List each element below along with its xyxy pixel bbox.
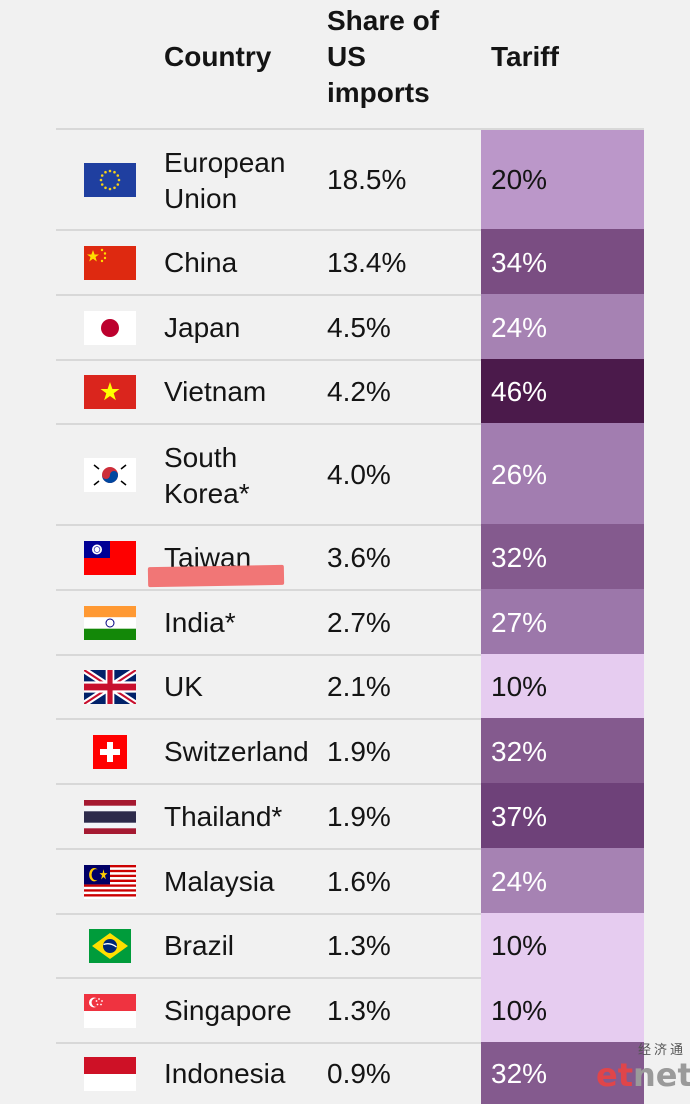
- country-name: Singapore: [164, 994, 292, 1026]
- share-of-us-imports: 1.3%: [327, 994, 391, 1026]
- header-country: Country: [164, 41, 272, 72]
- table-row: Indonesia 0.9% 32%: [56, 1042, 644, 1104]
- tariff-cell: 20%: [481, 130, 644, 229]
- malaysia-flag-icon: [84, 864, 136, 899]
- tariff-value: 20%: [491, 163, 548, 195]
- country-name: Brazil: [164, 930, 235, 961]
- tariff-cell: 24%: [481, 848, 644, 913]
- table-row: China 13.4% 34%: [56, 229, 644, 294]
- table-row: Japan 4.5% 24%: [56, 294, 644, 359]
- table-row: Thailand* 1.9% 37%: [56, 783, 644, 848]
- table-row: UK 2.1% 10%: [56, 654, 644, 718]
- tariff-cell: 24%: [481, 294, 644, 359]
- country-name: Vietnam: [164, 376, 267, 407]
- share-of-us-imports: 13.4%: [327, 246, 407, 278]
- share-of-us-imports: 3.6%: [327, 541, 391, 573]
- share-of-us-imports: 18.5%: [327, 163, 407, 195]
- country-name: European Union: [164, 146, 286, 214]
- country-name: UK: [164, 671, 203, 702]
- share-of-us-imports: 1.9%: [327, 735, 391, 767]
- table-row: Singapore 1.3% 10%: [56, 977, 644, 1042]
- header-share-of-us-imports: Share of US imports: [327, 5, 440, 108]
- tariff-table: European Union 18.5% 20% China 13.4% 34% Japan…: [56, 128, 644, 1104]
- red-highlight-stroke: [147, 564, 285, 588]
- tariff-value: 34%: [491, 246, 548, 278]
- tariff-cell: 26%: [481, 423, 644, 524]
- vietnam-flag-icon: [84, 375, 136, 409]
- country-name: China: [164, 246, 238, 278]
- south-korea-flag-icon: [84, 457, 136, 492]
- india-flag-icon: [84, 605, 136, 640]
- tariff-value: 10%: [491, 994, 548, 1026]
- table-row: Taiwan 3.6% 32%: [56, 524, 644, 589]
- switzerland-flag-icon: [84, 734, 136, 769]
- tariff-cell: 27%: [481, 589, 644, 654]
- country-name: Malaysia: [164, 865, 275, 897]
- tariff-value: 10%: [491, 930, 548, 961]
- tariff-value: 24%: [491, 311, 548, 343]
- tariff-value: 10%: [491, 671, 548, 702]
- indonesia-flag-icon: [84, 1057, 136, 1091]
- japan-flag-icon: [84, 310, 136, 345]
- country-name: Switzerland: [164, 735, 309, 767]
- tariff-value: 32%: [491, 735, 548, 767]
- watermark-chinese: 经济通: [637, 1043, 686, 1058]
- singapore-flag-icon: [84, 993, 136, 1028]
- table-row: Vietnam 4.2% 46%: [56, 359, 644, 423]
- tariff-value: 32%: [491, 1058, 548, 1089]
- tariff-cell: 32%: [481, 524, 644, 589]
- country-name: South Korea*: [164, 441, 250, 509]
- tariff-value: 37%: [491, 800, 548, 832]
- header-tariff: Tariff: [491, 41, 559, 72]
- share-of-us-imports: 2.1%: [327, 671, 391, 702]
- table-row: South Korea* 4.0% 26%: [56, 423, 644, 524]
- share-of-us-imports: 4.0%: [327, 458, 391, 490]
- tariff-cell: 32%: [481, 718, 644, 783]
- share-of-us-imports: 1.6%: [327, 865, 391, 897]
- country-name: Thailand*: [164, 800, 283, 832]
- table-header: Country Share of US imports Tariff: [0, 0, 690, 128]
- tariff-cell: 10%: [481, 654, 644, 718]
- eu-flag-icon: [84, 162, 136, 197]
- tariff-value: 46%: [491, 376, 548, 407]
- share-of-us-imports: 1.3%: [327, 930, 391, 961]
- table-row: India* 2.7% 27%: [56, 589, 644, 654]
- watermark-net: net: [633, 1056, 690, 1094]
- country-name: India*: [164, 606, 236, 638]
- country-name: Japan: [164, 311, 241, 343]
- table-row: Brazil 1.3% 10%: [56, 913, 644, 977]
- taiwan-flag-icon: [84, 540, 136, 575]
- tariff-value: 24%: [491, 865, 548, 897]
- table-row: European Union 18.5% 20%: [56, 128, 644, 229]
- etnet-watermark: 经济通 etnet: [596, 1043, 690, 1094]
- tariff-cell: 10%: [481, 977, 644, 1042]
- share-of-us-imports: 2.7%: [327, 606, 391, 638]
- table-row: Malaysia 1.6% 24%: [56, 848, 644, 913]
- china-flag-icon: [84, 245, 136, 280]
- tariff-cell: 32%: [481, 1042, 644, 1104]
- tariff-value: 27%: [491, 606, 548, 638]
- tariff-value: 32%: [491, 541, 548, 573]
- share-of-us-imports: 4.2%: [327, 376, 391, 407]
- watermark-et: et: [596, 1056, 633, 1094]
- country-name: Indonesia: [164, 1058, 286, 1089]
- share-of-us-imports: 0.9%: [327, 1058, 391, 1089]
- tariff-cell: 10%: [481, 913, 644, 977]
- tariff-value: 26%: [491, 458, 548, 490]
- uk-flag-icon: [84, 670, 136, 704]
- thailand-flag-icon: [84, 799, 136, 834]
- share-of-us-imports: 1.9%: [327, 800, 391, 832]
- tariff-cell: 37%: [481, 783, 644, 848]
- tariff-cell: 46%: [481, 359, 644, 423]
- share-of-us-imports: 4.5%: [327, 311, 391, 343]
- tariff-cell: 34%: [481, 229, 644, 294]
- table-row: Switzerland 1.9% 32%: [56, 718, 644, 783]
- brazil-flag-icon: [84, 929, 136, 963]
